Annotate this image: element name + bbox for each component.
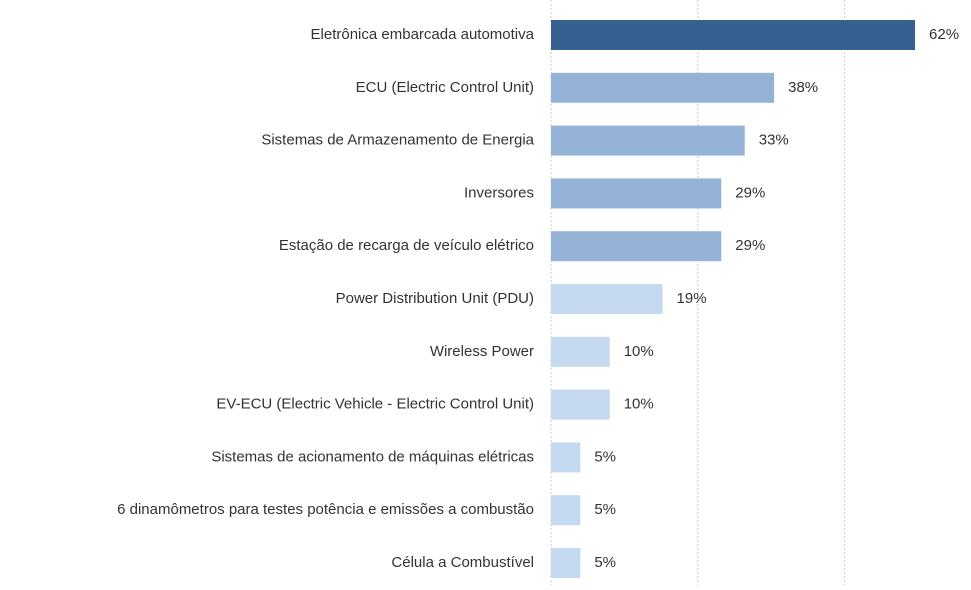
category-label: Eletrônica embarcada automotiva: [311, 26, 535, 43]
value-label: 5%: [594, 501, 616, 518]
bar: [551, 72, 775, 103]
category-label: Power Distribution Unit (PDU): [336, 290, 534, 307]
value-label: 10%: [624, 396, 654, 413]
value-label: 29%: [735, 184, 765, 201]
bar: [551, 548, 581, 578]
category-label: 6 dinamômetros para testes potência e em…: [117, 501, 534, 518]
category-label: EV-ECU (Electric Vehicle - Electric Cont…: [216, 396, 534, 413]
value-label: 19%: [677, 290, 707, 307]
value-label: 5%: [594, 554, 616, 571]
category-label: Wireless Power: [430, 343, 534, 360]
value-label: 10%: [624, 343, 654, 360]
category-label: Célula a Combustível: [391, 554, 534, 571]
category-label: Sistemas de acionamento de máquinas elét…: [211, 448, 534, 465]
bar: [551, 442, 581, 473]
value-label: 38%: [788, 79, 818, 96]
bar: [551, 284, 663, 314]
bar: [551, 495, 581, 526]
value-label: 5%: [594, 448, 616, 465]
category-label: ECU (Electric Control Unit): [356, 79, 534, 96]
category-label: Estação de recarga de veículo elétrico: [279, 237, 534, 254]
bar: [551, 178, 722, 209]
bar: [551, 231, 722, 262]
value-label: 29%: [735, 237, 765, 254]
bar: [551, 125, 745, 156]
value-label: 62%: [929, 26, 959, 43]
bar: [551, 336, 610, 367]
bar: [551, 20, 916, 50]
bar: [551, 389, 610, 420]
category-label: Sistemas de Armazenamento de Energia: [261, 132, 534, 149]
value-label: 33%: [759, 132, 789, 149]
category-label: Inversores: [464, 184, 534, 201]
